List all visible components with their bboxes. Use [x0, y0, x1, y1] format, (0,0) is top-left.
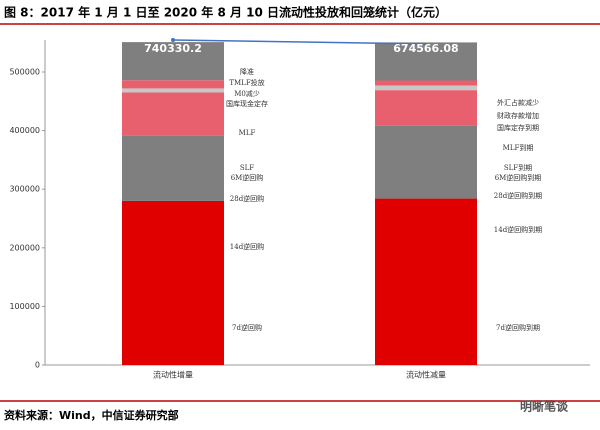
bar-segment	[122, 92, 224, 136]
total-dot	[171, 38, 175, 42]
bar-segment	[122, 88, 224, 93]
segment-label: 28d逆回购到期	[494, 191, 542, 200]
y-tick-label: 500000	[9, 68, 40, 77]
y-tick-label: 400000	[9, 126, 40, 135]
bar-segment	[375, 90, 477, 126]
chart-title: 图 8：2017 年 1 月 1 日至 2020 年 8 月 10 日流动性投放…	[4, 5, 447, 20]
total-label: 674566.08	[393, 42, 458, 55]
segment-label: TMLF投放	[229, 78, 264, 87]
x-tick-label: 流动性减量	[406, 370, 446, 380]
segment-label: SLF到期	[504, 164, 532, 172]
y-tick-label: 0	[35, 361, 40, 370]
segment-label: MLF	[239, 129, 256, 137]
segment-label: 6M逆回购到期	[495, 173, 542, 182]
bar-segment	[375, 80, 477, 86]
segment-label: 6M逆回购	[231, 173, 264, 182]
x-tick-label: 流动性增量	[153, 370, 193, 380]
watermark: 明晰笔谈	[520, 399, 569, 414]
segment-label: 国库定存到期	[497, 123, 539, 132]
total-label: 740330.2	[144, 42, 202, 55]
y-tick-label: 300000	[9, 185, 40, 194]
segment-label: 28d逆回购	[230, 194, 264, 203]
segment-label: 外汇占款减少	[497, 98, 539, 107]
segment-label: 14d逆回购到期	[494, 225, 542, 234]
bar-segment	[122, 42, 224, 81]
segment-label: M0减少	[234, 89, 260, 98]
bar-segment	[122, 80, 224, 89]
segment-label: 财政存款增加	[497, 111, 539, 120]
bar-segment	[375, 85, 477, 91]
segment-label: 14d逆回购	[230, 242, 264, 251]
segment-label: 国库现金定存	[226, 99, 268, 108]
y-tick-label: 100000	[9, 302, 40, 311]
segment-label: MLF到期	[503, 144, 534, 152]
segment-label: SLF	[240, 164, 254, 172]
bar-segment	[375, 198, 477, 365]
bar-segment	[375, 42, 477, 81]
segment-label: 7d逆回购到期	[496, 323, 540, 332]
bar-segment	[122, 135, 224, 201]
total-line	[172, 39, 427, 45]
bar-segment	[375, 125, 477, 199]
bar-segment	[122, 200, 224, 365]
source: 资料来源：Wind，中信证券研究部	[4, 408, 179, 422]
segment-label: 降准	[240, 67, 254, 76]
y-tick-label: 200000	[9, 243, 40, 252]
segment-label: 7d逆回购	[232, 323, 262, 332]
